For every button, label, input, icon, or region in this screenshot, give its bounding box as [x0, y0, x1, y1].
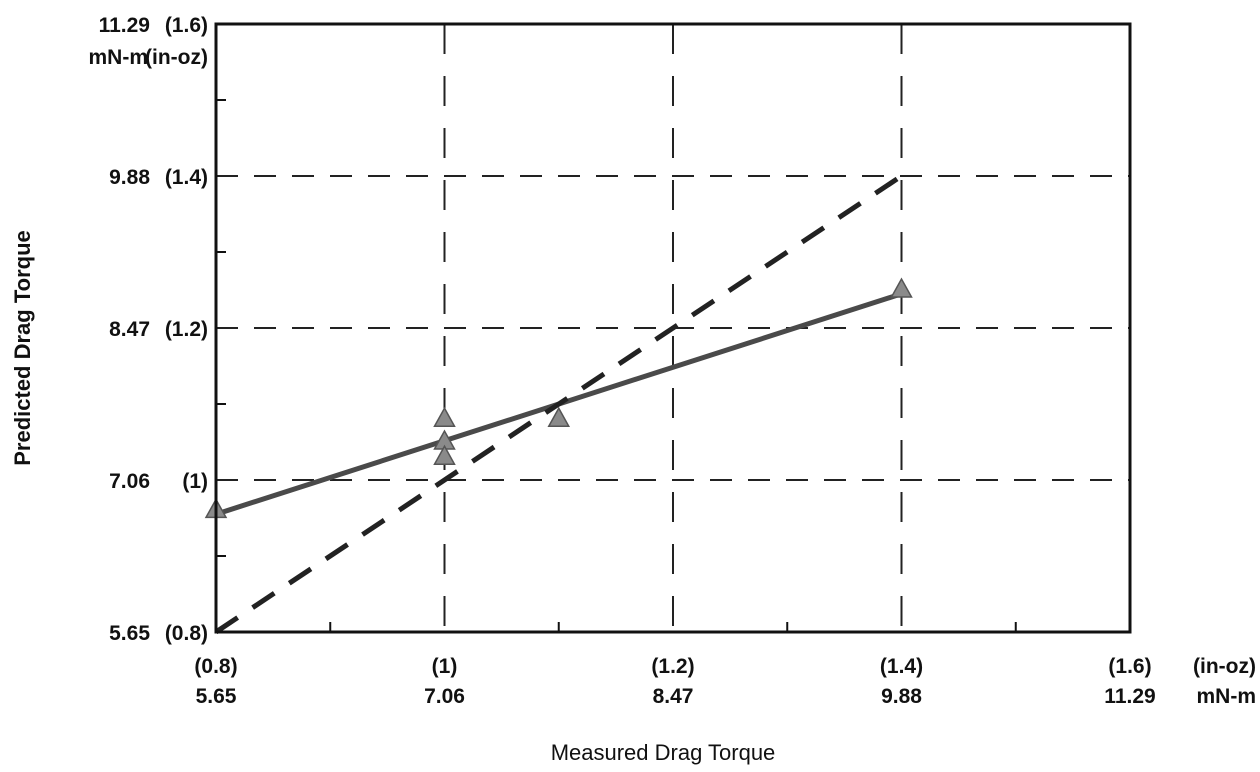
plot-frame	[214, 22, 1132, 634]
x-tick-metric-label: 8.47	[653, 685, 694, 708]
y-tick-metric-label: 8.47	[109, 318, 150, 341]
minor-ticks	[216, 99, 1017, 632]
x-tick-imperial-label: (1)	[432, 655, 458, 678]
x-tick-imperial-label: (1.2)	[651, 655, 694, 678]
x-tick-imperial-label: (1.6)	[1108, 655, 1151, 678]
x-tick-metric-label: 11.29	[1104, 685, 1155, 708]
y-unit-metric-label: mN-m	[88, 46, 148, 69]
y-tick-labels: 5.65 (0.8) 7.06 (1) 8.47 (1.2) 9.88 (1.4) 11.29 (…	[99, 14, 208, 645]
y-tick-metric-label: 5.65	[109, 622, 150, 645]
x-tick-imperial-label: (0.8)	[194, 655, 237, 678]
dashed-reference-line	[214, 173, 903, 635]
x-tick-metric-label: 7.06	[424, 685, 465, 708]
x-unit-metric-label: mN-m	[1196, 685, 1256, 708]
y-tick-imperial-label: (1.4)	[165, 166, 208, 189]
data-point-marker	[547, 406, 571, 427]
y-tick-metric-label: 9.88	[109, 166, 150, 189]
x-tick-metric-label: 9.88	[881, 685, 922, 708]
x-tick-metric-label: 5.65	[196, 685, 237, 708]
data-point-marker	[890, 277, 913, 298]
x-unit-imperial-label: (in-oz)	[1193, 655, 1256, 678]
y-unit-imperial-label: (in-oz)	[145, 46, 208, 69]
data-point-marker	[433, 406, 456, 427]
y-tick-imperial-label: (1)	[182, 470, 208, 493]
y-tick-imperial-label: (1.6)	[165, 14, 208, 37]
data-series	[204, 173, 913, 635]
y-axis-title: Predicted Drag Torque	[10, 230, 35, 466]
x-tick-imperial-label: (1.4)	[880, 655, 923, 678]
y-tick-imperial-label: (0.8)	[165, 622, 208, 645]
x-tick-labels: (0.8) 5.65 (1) 7.06 (1.2) 8.47 (1.4) 9.88 (1.6) 1…	[194, 655, 1155, 708]
y-tick-imperial-label: (1.2)	[165, 318, 208, 341]
data-point-marker	[433, 444, 456, 465]
x-axis-title: Measured Drag Torque	[551, 740, 776, 765]
y-tick-metric-label: 7.06	[109, 470, 150, 493]
y-tick-metric-label: 11.29	[99, 14, 150, 37]
